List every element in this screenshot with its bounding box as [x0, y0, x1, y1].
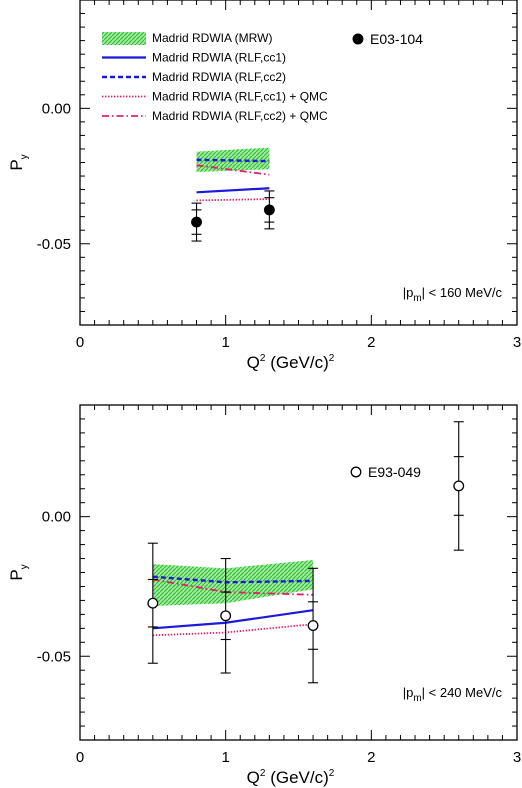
data-marker: [453, 480, 465, 492]
data-legend-marker: [352, 33, 364, 45]
theory-curves: [196, 147, 270, 202]
legend-label: Madrid RDWIA (RLF,cc1): [152, 51, 286, 65]
data-point: [307, 567, 319, 684]
legend: Madrid RDWIA (MRW) Madrid RDWIA (RLF,cc1)…: [102, 31, 328, 123]
y-tick-label: 0.00: [42, 100, 71, 117]
x-tick-label: 0: [76, 749, 84, 766]
legend-label: Madrid RDWIA (RLF,cc2) + QMC: [152, 109, 328, 123]
series-line-cc2qmc: [196, 164, 270, 176]
x-tick-label: 2: [367, 749, 375, 766]
chart-panel-bottom: 0 1 2 3 0.00 -0.05 Q2 (GeV/c)2 Py E93-049 |pm| < …: [7, 404, 521, 787]
cut-annotation: |pm| < 160 MeV/c: [403, 285, 503, 304]
data-point: [263, 190, 275, 230]
data-points: [147, 421, 465, 684]
data-legend-label: E93-049: [368, 464, 421, 480]
y-tick-label: -0.05: [37, 648, 71, 665]
x-tick-label: 0: [76, 334, 84, 351]
legend-label: Madrid RDWIA (MRW): [152, 31, 272, 45]
x-tick-label: 3: [513, 749, 521, 766]
series-line-cc1: [196, 187, 270, 194]
x-axis-ticks: [79, 405, 518, 740]
y-axis-label: Py: [7, 564, 30, 580]
x-axis-label: Q2 (GeV/c)2: [247, 353, 335, 372]
x-tick-label: 1: [221, 334, 229, 351]
legend-swatch: [102, 32, 146, 45]
x-tick-label: 1: [221, 749, 229, 766]
data-marker: [220, 610, 232, 622]
x-tick-label: 2: [367, 334, 375, 351]
y-tick-label: -0.05: [37, 236, 71, 253]
plot-frame: [79, 0, 518, 326]
y-axis-ticks: [80, 404, 517, 741]
data-legend-label: E03-104: [370, 31, 423, 47]
chart-panel-top: 0 1 2 3 0.00 -0.05 Q2 (GeV/c)2 Py E03-104 |pm| < …: [7, 0, 521, 372]
y-axis-ticks: [80, 0, 517, 326]
legend-item-cc2: Madrid RDWIA (RLF,cc2): [102, 70, 286, 84]
x-axis-label: Q2 (GeV/c)2: [247, 768, 335, 787]
y-axis-label: Py: [7, 154, 30, 170]
legend-item-cc1: Madrid RDWIA (RLF,cc1): [102, 51, 286, 65]
data-point: [453, 421, 465, 551]
legend-label: Madrid RDWIA (RLF,cc2): [152, 70, 286, 84]
x-axis-ticks: [79, 0, 518, 325]
theory-curves: [152, 559, 314, 637]
data-marker: [263, 204, 275, 216]
legend-item-cc1qmc: Madrid RDWIA (RLF,cc1) + QMC: [102, 90, 328, 104]
x-tick-label: 3: [513, 334, 521, 351]
legend-label: Madrid RDWIA (RLF,cc1) + QMC: [152, 90, 328, 104]
data-marker: [191, 216, 202, 228]
legend-item-cc2qmc: Madrid RDWIA (RLF,cc2) + QMC: [102, 109, 328, 123]
series-line-cc2: [196, 158, 270, 163]
series-line-cc1qmc: [196, 198, 270, 202]
data-marker: [307, 620, 319, 631]
legend-item-mrw: Madrid RDWIA (MRW): [102, 31, 272, 45]
data-point: [191, 202, 202, 242]
data-point: [147, 542, 159, 664]
data-point: [220, 557, 232, 674]
series-line-cc1: [152, 609, 314, 630]
cut-annotation: |pm| < 240 MeV/c: [403, 685, 503, 704]
y-tick-label: 0.00: [42, 509, 71, 526]
data-marker: [147, 597, 159, 609]
data-points: [191, 190, 275, 242]
data-legend-marker: [350, 466, 362, 478]
